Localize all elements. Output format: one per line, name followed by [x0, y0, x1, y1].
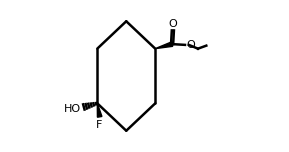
Text: O: O — [168, 19, 177, 29]
Text: F: F — [96, 120, 102, 130]
Polygon shape — [155, 42, 173, 49]
Text: HO: HO — [64, 104, 81, 114]
Text: O: O — [186, 40, 195, 50]
Polygon shape — [97, 103, 102, 117]
